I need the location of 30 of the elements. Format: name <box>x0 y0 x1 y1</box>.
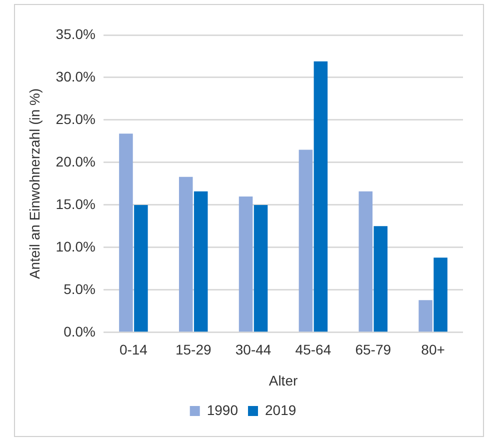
x-tick-label: 80+ <box>421 342 445 358</box>
bar <box>254 204 268 332</box>
y-tick-label: 5.0% <box>64 280 96 297</box>
y-tick-label: 0.0% <box>64 323 96 340</box>
bar <box>374 226 388 332</box>
x-tick-label: 30-44 <box>235 342 272 358</box>
bar <box>178 176 193 332</box>
bar <box>314 61 328 332</box>
y-axis-title: Anteil an Einwohnerzahl (in %) <box>26 88 42 280</box>
bar <box>119 134 133 332</box>
legend-label: 1990 <box>206 402 238 418</box>
bar <box>238 196 253 332</box>
bar <box>134 204 148 332</box>
legend-label: 2019 <box>265 402 296 418</box>
y-tick-label: 20.0% <box>56 153 96 170</box>
x-tick-label: 0-14 <box>119 342 148 358</box>
y-tick-label: 15.0% <box>56 196 96 212</box>
bar <box>194 191 208 332</box>
bar <box>358 191 373 332</box>
x-tick-label: 65-79 <box>355 342 392 358</box>
x-axis-title: Alter <box>268 372 298 388</box>
y-tick-label: 30.0% <box>56 68 96 84</box>
bar <box>434 258 448 332</box>
bar <box>298 150 313 332</box>
y-tick-label: 35.0% <box>56 26 96 42</box>
y-tick-label: 10.0% <box>56 238 96 254</box>
y-tick-label: 25.0% <box>56 110 96 127</box>
x-tick-label: 45-64 <box>295 342 332 358</box>
x-tick-label: 15-29 <box>175 342 212 358</box>
bar <box>418 300 432 332</box>
